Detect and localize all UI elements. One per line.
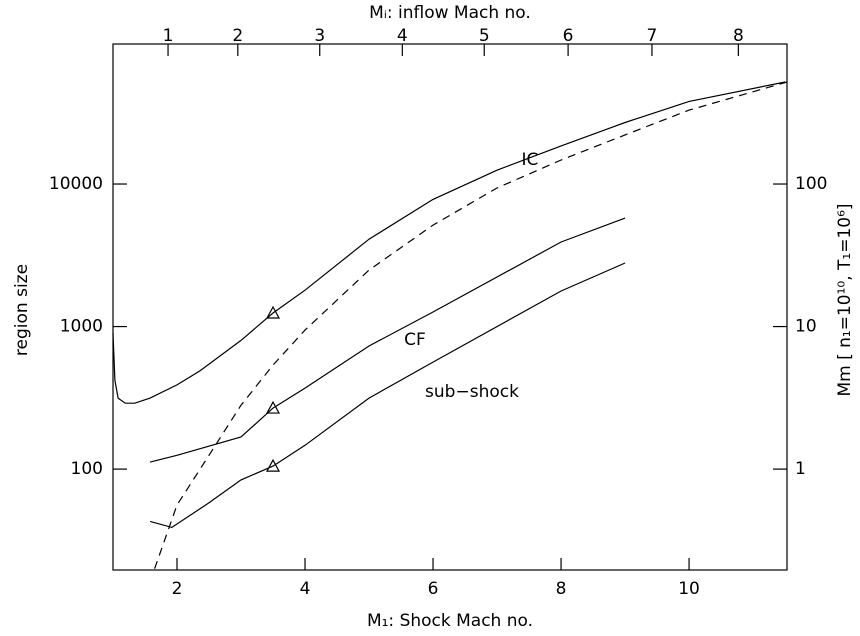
series-line — [154, 81, 788, 569]
series-line — [149, 217, 626, 463]
triangle-marker — [266, 400, 281, 414]
x-tick-label: 2 — [172, 579, 183, 599]
x-tick-label: 10 — [678, 579, 700, 599]
left-axis-title: region size — [12, 264, 32, 356]
triangle-marker — [266, 305, 281, 319]
y-tick-label: 1000 — [60, 317, 103, 337]
x2-tick-label: 2 — [232, 26, 243, 46]
x2-tick-label: 3 — [314, 26, 325, 46]
x2-tick-label: 5 — [479, 26, 490, 46]
x2-tick-label: 7 — [647, 26, 658, 46]
y2-tick-label: 100 — [795, 174, 827, 194]
series-label: IC — [522, 150, 539, 170]
y2-tick-label: 10 — [795, 317, 817, 337]
x-tick-label: 8 — [556, 579, 567, 599]
y2-tick-label: 1 — [795, 459, 806, 479]
y-tick-label: 10000 — [49, 174, 103, 194]
series-line — [112, 81, 786, 404]
x2-tick-label: 1 — [163, 26, 174, 46]
series-line — [149, 262, 626, 529]
plot-frame — [112, 43, 788, 571]
x-tick-label: 4 — [300, 579, 311, 599]
right-axis-title: Mm [ n₁=10¹⁰, T₁=10⁶] — [835, 203, 855, 396]
bottom-axis-title: M₁: Shock Mach no. — [367, 611, 533, 631]
series-label: CF — [404, 330, 426, 350]
x2-tick-label: 6 — [563, 26, 574, 46]
series-label: sub−shock — [425, 382, 519, 402]
x2-tick-label: 4 — [397, 26, 408, 46]
y-tick-label: 100 — [71, 459, 103, 479]
x-tick-label: 6 — [428, 579, 439, 599]
triangle-marker — [266, 458, 281, 472]
top-axis-title: Mᵢ: inflow Mach no. — [369, 3, 531, 23]
x2-tick-label: 8 — [733, 26, 744, 46]
